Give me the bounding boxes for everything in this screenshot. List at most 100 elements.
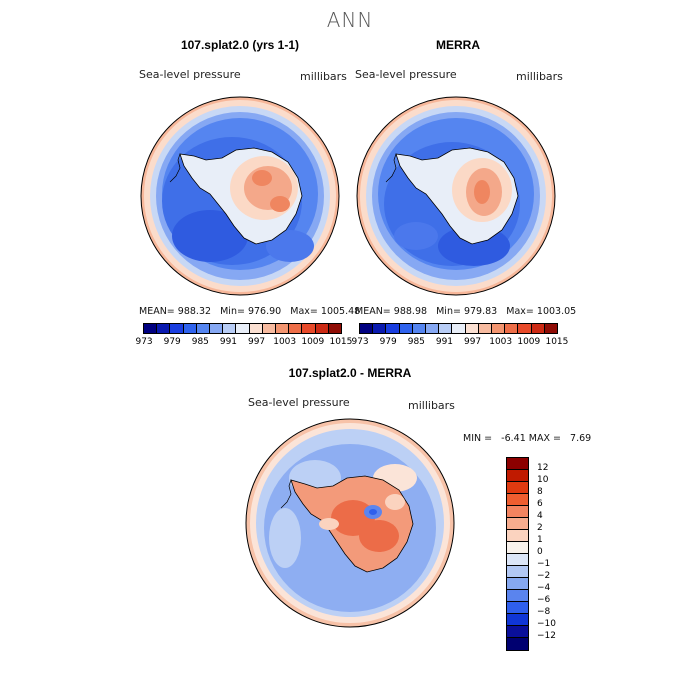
left-colorbar-ticks: 973 979 985 991 997 1003 1009 1015	[130, 337, 355, 347]
colorbar-tick-label: 1015	[329, 337, 353, 347]
colorbar-tick-label: 10	[537, 475, 549, 485]
colorbar-swatch	[507, 482, 528, 494]
colorbar-tick-label: 1003	[273, 337, 297, 347]
colorbar-tick-label: −1	[537, 559, 551, 569]
colorbar-swatch	[210, 324, 224, 333]
colorbar-swatch	[507, 638, 528, 650]
colorbar-swatch	[276, 324, 290, 333]
colorbar-swatch	[544, 324, 558, 333]
colorbar-swatch	[507, 530, 528, 542]
diff-colorbar	[506, 457, 529, 651]
colorbar-tick-label: 4	[537, 511, 543, 521]
colorbar-swatch	[507, 602, 528, 614]
left-colorbar	[143, 323, 342, 334]
colorbar-swatch	[373, 324, 387, 333]
colorbar-swatch	[507, 494, 528, 506]
left-mean-label: MEAN=	[139, 306, 175, 317]
colorbar-swatch	[507, 566, 528, 578]
diff-stats: MIN = -6.41 MAX = 7.69	[463, 433, 591, 444]
right-max-label: Max=	[506, 306, 534, 317]
diff-min-label: MIN =	[463, 433, 493, 444]
colorbar-tick-label: 1003	[489, 337, 513, 347]
right-colorbar-ticks: 973 979 985 991 997 1003 1009 1015	[346, 337, 571, 347]
colorbar-swatch	[492, 324, 506, 333]
colorbar-swatch	[289, 324, 303, 333]
diff-variable-label: Sea-level pressure	[248, 396, 350, 409]
colorbar-swatch	[507, 458, 528, 470]
left-mean-value: 988.32	[177, 306, 212, 317]
colorbar-tick-label: 985	[191, 337, 209, 347]
colorbar-swatch	[170, 324, 184, 333]
colorbar-swatch	[302, 324, 316, 333]
colorbar-tick-label: 1009	[517, 337, 541, 347]
colorbar-swatch	[328, 324, 342, 333]
colorbar-swatch	[439, 324, 453, 333]
right-colorbar	[359, 323, 558, 334]
right-mean-label: MEAN=	[355, 306, 391, 317]
right-stats: MEAN= 988.98 Min= 979.83 Max= 1003.05	[355, 306, 576, 317]
colorbar-tick-label: 6	[537, 499, 543, 509]
left-min-label: Min=	[220, 306, 245, 317]
diff-max-value: 7.69	[570, 433, 592, 444]
colorbar-swatch	[507, 470, 528, 482]
colorbar-tick-label: 973	[135, 337, 153, 347]
colorbar-swatch	[507, 554, 528, 566]
colorbar-tick-label: 12	[537, 463, 549, 473]
colorbar-tick-label: 0	[537, 547, 543, 557]
right-mean-value: 988.98	[393, 306, 428, 317]
colorbar-swatch	[507, 578, 528, 590]
colorbar-tick-label: 1	[537, 535, 543, 545]
colorbar-tick-label: 1015	[545, 337, 569, 347]
colorbar-tick-label: −12	[537, 631, 556, 641]
diff-min-value: -6.41	[501, 433, 526, 444]
colorbar-swatch	[505, 324, 519, 333]
colorbar-swatch	[249, 324, 263, 333]
colorbar-swatch	[507, 590, 528, 602]
colorbar-swatch	[360, 324, 374, 333]
colorbar-tick-label: 979	[379, 337, 397, 347]
colorbar-swatch	[157, 324, 171, 333]
colorbar-swatch	[518, 324, 532, 333]
colorbar-tick-label: 973	[351, 337, 369, 347]
colorbar-swatch	[507, 518, 528, 530]
colorbar-swatch	[531, 324, 545, 333]
colorbar-swatch	[507, 614, 528, 626]
colorbar-tick-label: −10	[537, 619, 556, 629]
colorbar-swatch	[412, 324, 427, 333]
colorbar-swatch	[386, 324, 400, 333]
colorbar-swatch	[144, 324, 158, 333]
diff-colorbar-ticks: 12 10 8 6 4 2 1 0 −1 −2 −4 −6 −8 −10 −12	[537, 457, 577, 641]
left-min-value: 976.90	[247, 306, 282, 317]
colorbar-swatch	[507, 626, 528, 638]
colorbar-tick-label: −8	[537, 607, 551, 617]
colorbar-swatch	[183, 324, 197, 333]
colorbar-swatch	[399, 324, 413, 333]
colorbar-swatch	[465, 324, 479, 333]
colorbar-tick-label: −2	[537, 571, 551, 581]
colorbar-tick-label: −4	[537, 583, 551, 593]
colorbar-swatch	[426, 324, 440, 333]
colorbar-tick-label: 991	[435, 337, 454, 347]
left-max-label: Max=	[290, 306, 318, 317]
colorbar-tick-label: 979	[163, 337, 181, 347]
left-stats: MEAN= 988.32 Min= 976.90 Max= 1005.48	[139, 306, 360, 317]
right-min-label: Min=	[436, 306, 461, 317]
right-max-value: 1003.05	[536, 306, 577, 317]
left-max-value: 1005.48	[320, 306, 361, 317]
colorbar-tick-label: 997	[463, 337, 482, 347]
colorbar-swatch	[223, 324, 237, 333]
right-units-label: millibars	[516, 70, 563, 83]
right-variable-label: Sea-level pressure	[355, 68, 457, 81]
colorbar-tick-label: 991	[219, 337, 238, 347]
colorbar-tick-label: 985	[407, 337, 425, 347]
colorbar-swatch	[262, 324, 277, 333]
left-polar-map	[140, 96, 340, 296]
colorbar-tick-label: 1009	[301, 337, 325, 347]
diff-units-label: millibars	[408, 399, 455, 412]
colorbar-swatch	[236, 324, 250, 333]
colorbar-tick-label: 2	[537, 523, 543, 533]
right-polar-map	[356, 96, 556, 296]
colorbar-swatch	[196, 324, 211, 333]
main-title: ANN	[326, 8, 374, 32]
colorbar-swatch	[478, 324, 493, 333]
